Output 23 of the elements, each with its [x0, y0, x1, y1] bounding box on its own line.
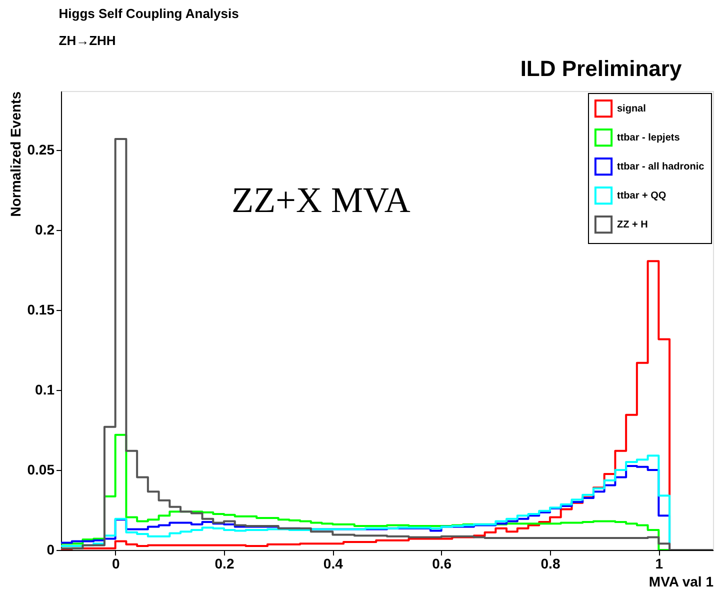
- x-tick-label: 0.6: [432, 556, 452, 572]
- x-tick-label: 1: [655, 556, 664, 572]
- y-tick-label: 0.25: [27, 142, 55, 158]
- x-tick-label: 0.8: [540, 556, 560, 572]
- x-tick-label: 0.2: [214, 556, 234, 572]
- legend-label: ttbar - lepjets: [617, 132, 680, 144]
- y-tick-label: 0: [46, 542, 55, 558]
- chart-subtitle: ZH→ZHH: [58, 33, 116, 48]
- x-axis-title: MVA val 1: [648, 574, 714, 590]
- legend-label: ttbar - all hadronic: [617, 162, 705, 172]
- x-tick-label: 0: [112, 556, 120, 572]
- y-tick-label: 0.15: [27, 302, 55, 318]
- y-axis-title: Normalized Events: [7, 91, 24, 217]
- y-tick-label: 0.05: [27, 462, 55, 478]
- text: ILD Preliminary: [520, 56, 682, 81]
- y-tick-label: 0.2: [35, 222, 55, 238]
- annotation: ZZ+X MVA: [232, 180, 410, 220]
- legend-label: signal: [617, 104, 646, 114]
- legend-label: ZZ + H: [617, 220, 648, 230]
- chart-title: Higgs Self Coupling Analysis: [58, 6, 239, 21]
- y-tick-label: 0.1: [35, 382, 55, 398]
- x-tick-label: 0.4: [323, 556, 344, 572]
- legend-label: ttbar + QQ: [617, 190, 666, 202]
